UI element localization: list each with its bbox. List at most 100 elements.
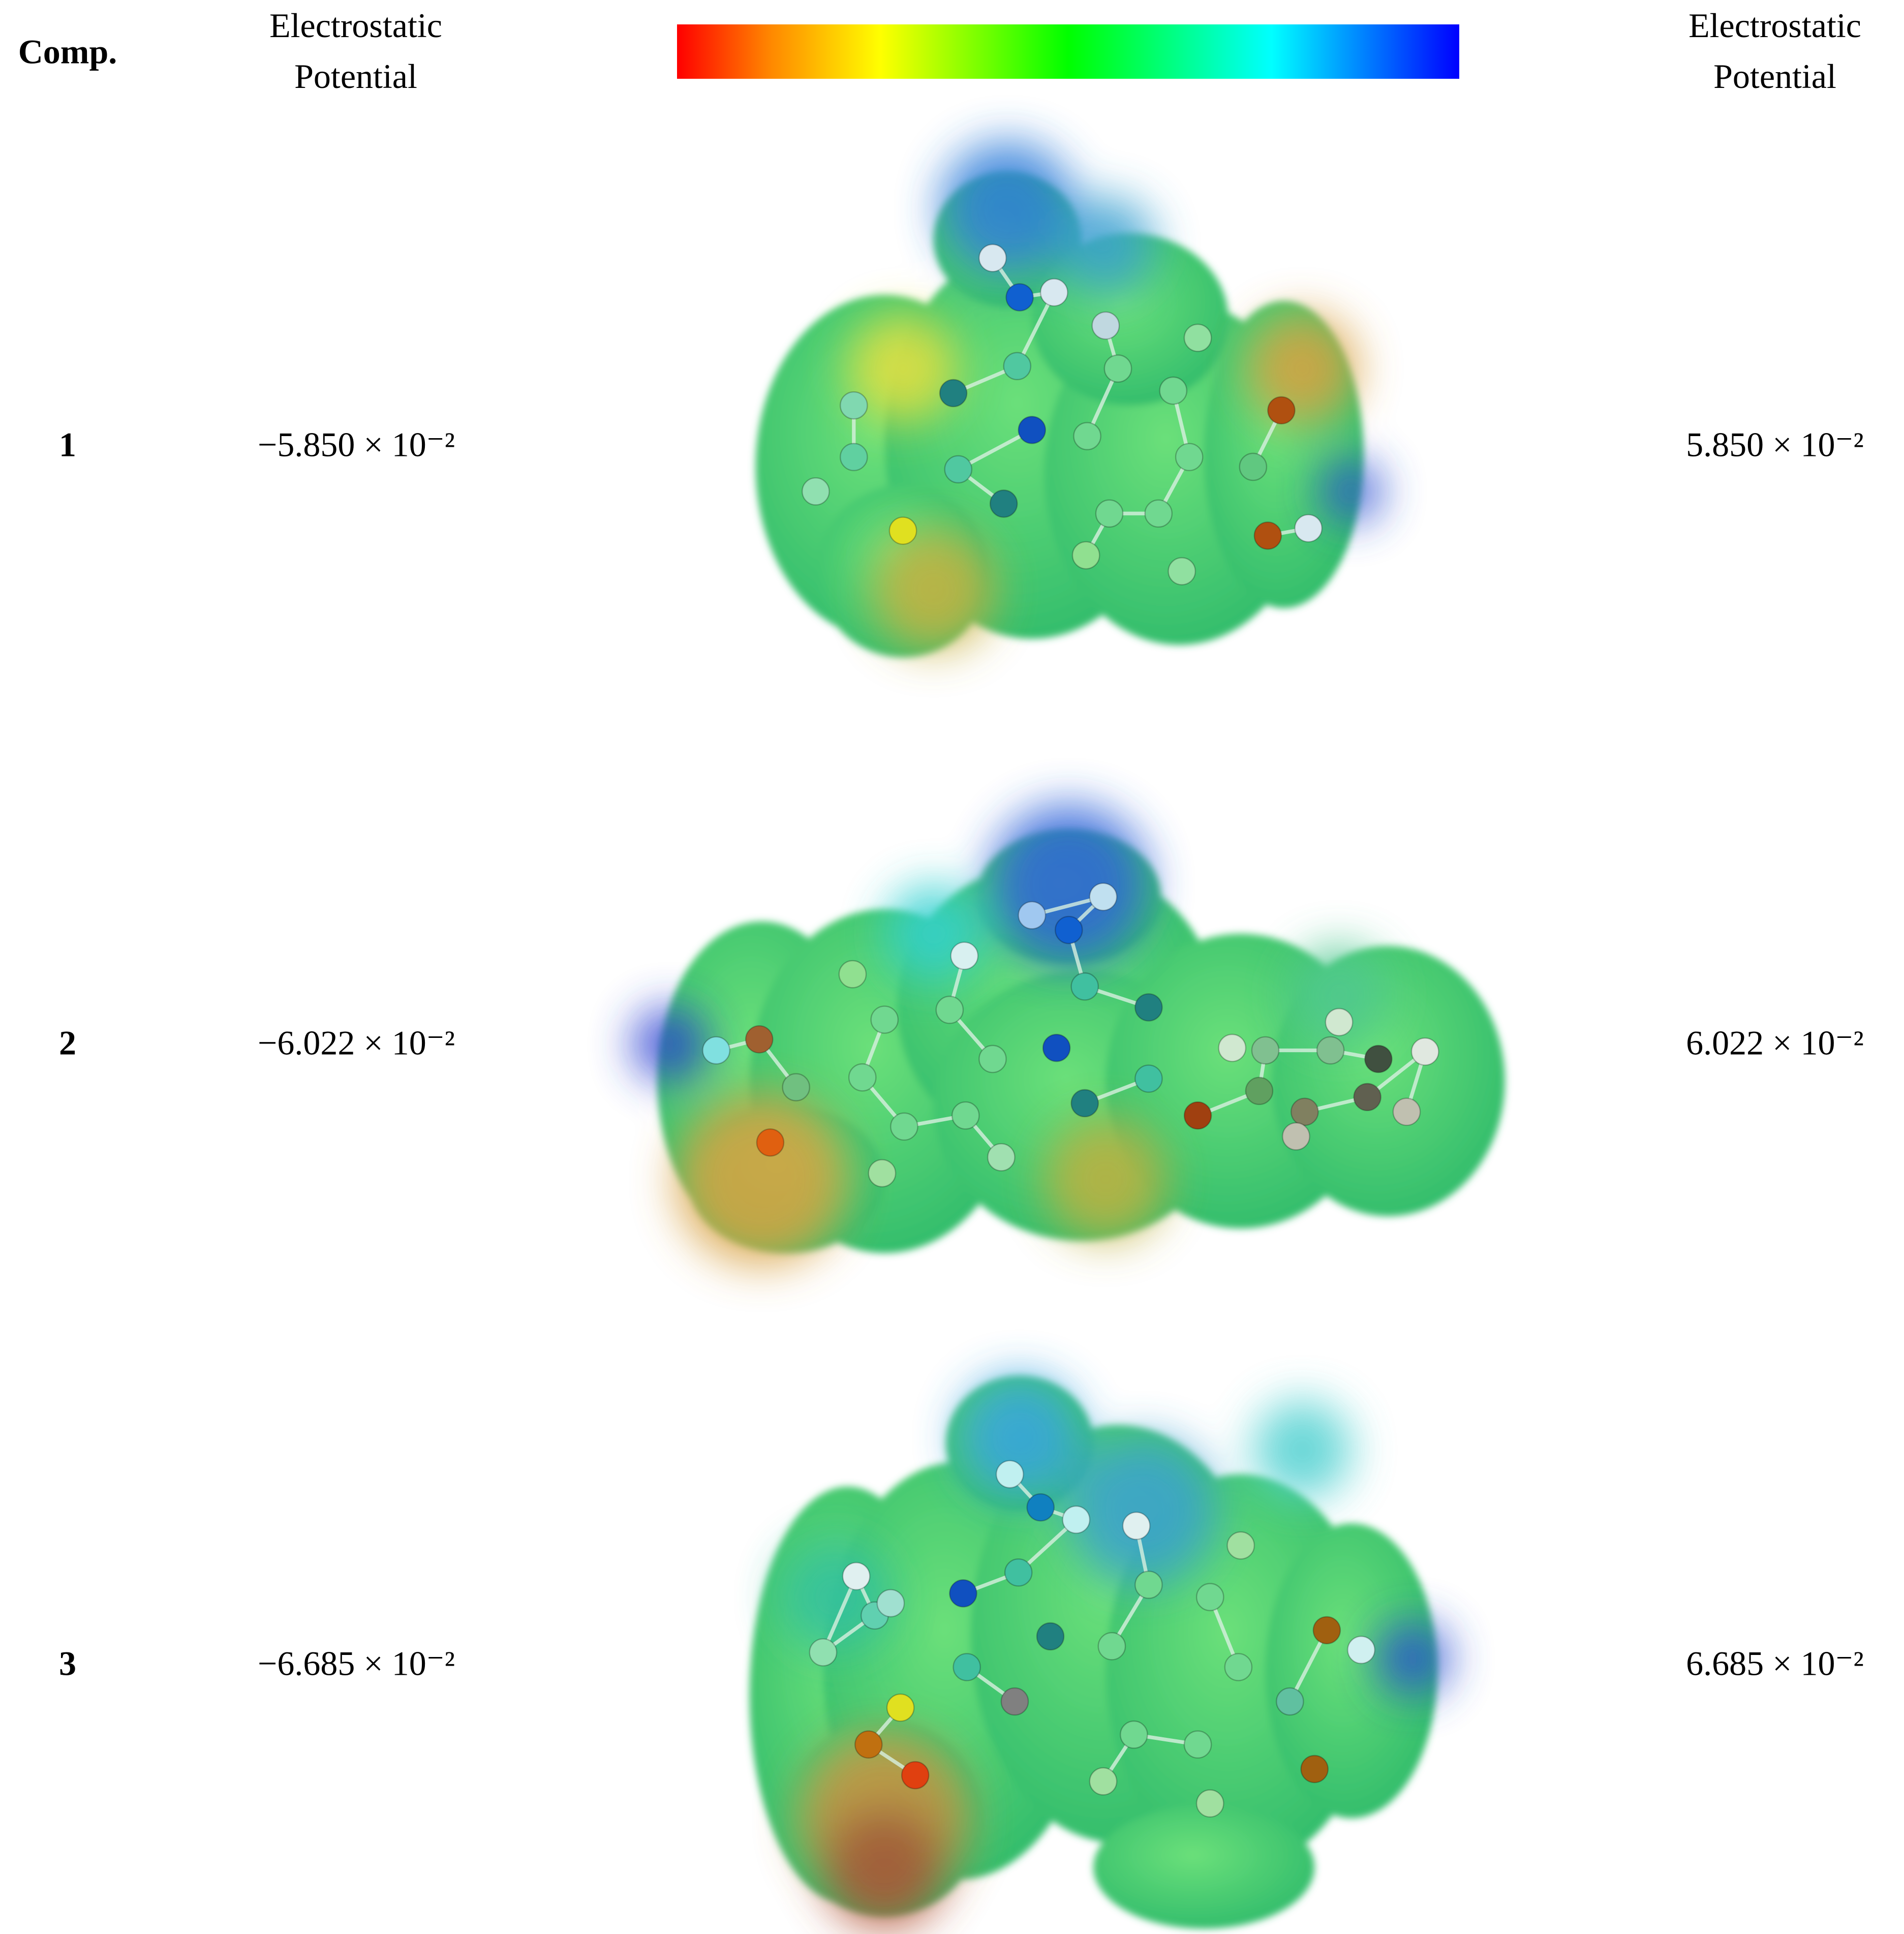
atoms (802, 243, 1323, 586)
potential-patch (823, 1805, 946, 1929)
atom (1183, 323, 1212, 352)
atom (1122, 1512, 1151, 1540)
header-right: Electrostatic Potential (1688, 6, 1861, 96)
atom (756, 1128, 785, 1157)
atom (842, 1562, 871, 1590)
potential-patch (1247, 313, 1358, 424)
potential-patch (940, 141, 1075, 277)
surface-patches (847, 141, 1383, 652)
header-compound: Comp. (18, 33, 117, 71)
atom (1120, 1721, 1148, 1749)
atom (1062, 1506, 1091, 1534)
potential-patch (1253, 1400, 1352, 1499)
atom (1000, 1687, 1029, 1716)
atom (840, 443, 868, 471)
bond (821, 1575, 858, 1653)
atom (1018, 416, 1047, 444)
atom (890, 1112, 918, 1141)
potential-patch (632, 1007, 707, 1081)
potential-patch (872, 528, 995, 652)
atom (848, 1063, 877, 1092)
atom (1226, 1531, 1255, 1560)
header-left: Electrostatic Potential (269, 6, 442, 96)
potential-patch (1056, 196, 1155, 295)
atom (1353, 1083, 1381, 1112)
atom (1183, 1101, 1212, 1130)
atom (840, 391, 868, 420)
atom (1005, 283, 1034, 312)
atom (1294, 514, 1323, 543)
compound-number: 3 (59, 1644, 76, 1683)
atom (1042, 1033, 1071, 1062)
atom (1168, 557, 1196, 586)
atom (1291, 1097, 1319, 1126)
potential-patch (958, 1376, 1081, 1499)
molecule-surface (755, 141, 1383, 658)
atom (1183, 1730, 1212, 1759)
max-potential: 6.685 × 10⁻² (1686, 1644, 1864, 1683)
atom (745, 1025, 774, 1054)
bond (957, 428, 1033, 471)
min-potential: −6.022 × 10⁻² (258, 1024, 455, 1062)
atom (1089, 1767, 1118, 1796)
atom (1134, 993, 1163, 1022)
compound-number: 1 (59, 425, 76, 464)
atom (876, 1589, 905, 1617)
atom (944, 455, 973, 484)
atom (1239, 452, 1268, 481)
atom (1364, 1045, 1393, 1073)
atom (978, 243, 1007, 272)
potential-patch (1320, 461, 1383, 523)
atom (1267, 396, 1296, 425)
atom (702, 1036, 730, 1065)
atom (1039, 278, 1068, 307)
atom (989, 489, 1018, 518)
atom (1251, 1036, 1280, 1065)
potential-patch (1068, 1437, 1216, 1585)
atom (1004, 1558, 1033, 1587)
atom (1070, 972, 1099, 1001)
atom (1018, 901, 1047, 930)
atom (1316, 1036, 1345, 1065)
atom (1195, 1789, 1224, 1818)
color-scale-bar (677, 24, 1459, 79)
surface-shape (755, 172, 1364, 658)
potential-patch (1376, 1621, 1450, 1696)
atom (1026, 1493, 1055, 1522)
atom (1325, 1008, 1354, 1036)
atom (1195, 1583, 1224, 1611)
atom (1097, 1632, 1126, 1661)
atom (802, 477, 830, 506)
potential-patch (675, 1093, 848, 1266)
max-potential: 6.022 × 10⁻² (1686, 1024, 1864, 1062)
atom (995, 1460, 1024, 1489)
atom (1134, 1064, 1163, 1093)
surface-lobe (1093, 1805, 1315, 1929)
atom (1071, 541, 1100, 570)
atom (987, 1143, 1016, 1172)
atom (868, 1159, 897, 1188)
atom (1095, 499, 1124, 528)
atom (854, 1730, 883, 1759)
atom (1070, 1089, 1099, 1118)
atom (1410, 1037, 1439, 1066)
molecule-maps (632, 141, 1505, 1929)
atom (953, 1653, 981, 1681)
min-potential: −6.685 × 10⁻² (258, 1644, 455, 1683)
atom (838, 960, 867, 989)
atom (935, 995, 964, 1024)
atoms (702, 882, 1439, 1188)
atom (888, 516, 917, 545)
atoms (809, 1460, 1375, 1818)
atom (782, 1073, 811, 1101)
potential-patch (1289, 946, 1389, 1045)
atom (901, 1761, 930, 1790)
atom (886, 1693, 915, 1722)
atom (1089, 882, 1118, 911)
atom (1103, 354, 1132, 383)
atom (978, 1045, 1007, 1073)
potential-patch (847, 313, 959, 424)
atom (1312, 1616, 1341, 1645)
atom (1224, 1653, 1253, 1681)
atom (1073, 422, 1101, 450)
